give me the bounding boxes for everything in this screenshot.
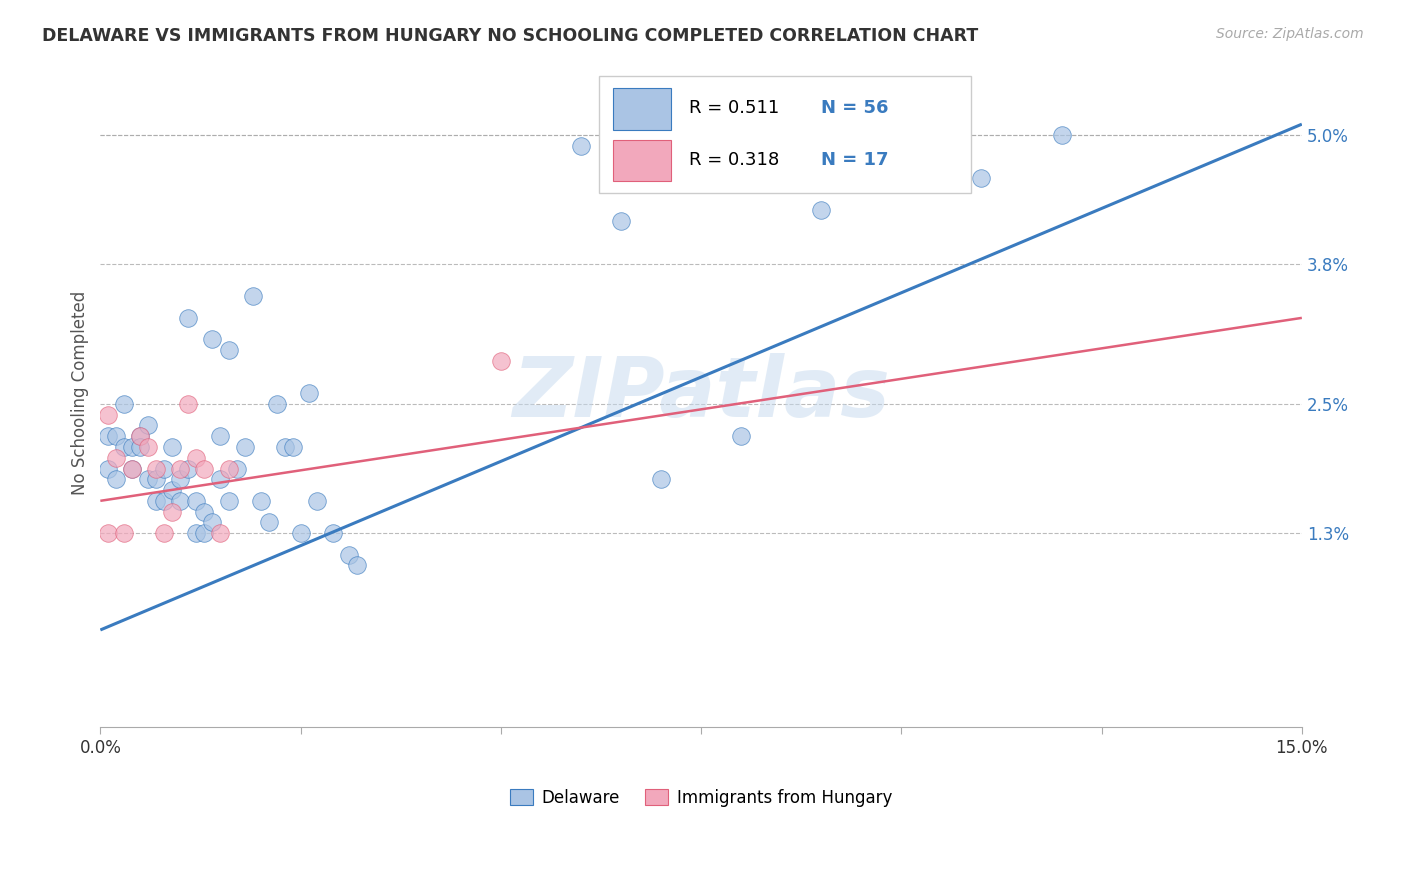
Bar: [613, 88, 671, 129]
Point: [297, 386, 319, 401]
Point: [121, 440, 143, 454]
Point: [305, 493, 328, 508]
Point: [138, 472, 160, 486]
Text: N = 56: N = 56: [821, 99, 889, 118]
Point: [186, 526, 208, 541]
Point: [225, 461, 247, 475]
Point: [162, 483, 184, 497]
Text: ZIPatlas: ZIPatlas: [512, 352, 890, 434]
Point: [218, 493, 240, 508]
Text: Source: ZipAtlas.com: Source: ZipAtlas.com: [1216, 27, 1364, 41]
Point: [209, 526, 232, 541]
Point: [121, 461, 143, 475]
Point: [97, 408, 120, 422]
Point: [145, 472, 167, 486]
Point: [770, 171, 793, 186]
Point: [489, 354, 512, 368]
Point: [266, 397, 288, 411]
Point: [209, 472, 232, 486]
Point: [851, 128, 873, 142]
Point: [153, 461, 176, 475]
FancyBboxPatch shape: [599, 77, 972, 193]
Point: [162, 440, 184, 454]
Point: [105, 472, 128, 486]
Text: R = 0.511: R = 0.511: [689, 99, 779, 118]
Point: [322, 526, 344, 541]
Point: [121, 461, 143, 475]
Bar: [613, 140, 671, 181]
Point: [169, 493, 191, 508]
Point: [162, 505, 184, 519]
Point: [233, 440, 256, 454]
Point: [193, 526, 215, 541]
Point: [97, 461, 120, 475]
Point: [569, 138, 592, 153]
Point: [105, 429, 128, 443]
Point: [177, 310, 200, 325]
Point: [730, 429, 752, 443]
Point: [610, 214, 633, 228]
Point: [290, 526, 312, 541]
Legend: Delaware, Immigrants from Hungary: Delaware, Immigrants from Hungary: [503, 782, 898, 814]
Point: [209, 429, 232, 443]
Point: [97, 526, 120, 541]
Point: [105, 450, 128, 465]
Point: [153, 493, 176, 508]
Point: [145, 461, 167, 475]
Point: [138, 440, 160, 454]
Y-axis label: No Schooling Completed: No Schooling Completed: [72, 291, 89, 495]
Point: [193, 505, 215, 519]
Point: [169, 472, 191, 486]
Point: [112, 397, 135, 411]
Point: [281, 440, 304, 454]
Point: [193, 461, 215, 475]
Point: [242, 289, 264, 303]
Point: [153, 526, 176, 541]
Text: R = 0.318: R = 0.318: [689, 151, 779, 169]
Point: [129, 440, 152, 454]
Point: [810, 203, 832, 218]
Point: [650, 472, 672, 486]
Point: [257, 516, 280, 530]
Point: [129, 429, 152, 443]
Point: [249, 493, 271, 508]
Point: [346, 558, 368, 573]
Point: [337, 548, 360, 562]
Point: [273, 440, 295, 454]
Point: [186, 493, 208, 508]
Point: [145, 493, 167, 508]
Text: N = 17: N = 17: [821, 151, 889, 169]
Point: [1050, 128, 1073, 142]
Point: [129, 429, 152, 443]
Point: [112, 526, 135, 541]
Point: [177, 397, 200, 411]
Point: [186, 450, 208, 465]
Point: [201, 516, 224, 530]
Point: [169, 461, 191, 475]
Point: [177, 461, 200, 475]
Point: [97, 429, 120, 443]
Point: [201, 332, 224, 346]
Point: [112, 440, 135, 454]
Point: [970, 171, 993, 186]
Point: [138, 418, 160, 433]
Text: DELAWARE VS IMMIGRANTS FROM HUNGARY NO SCHOOLING COMPLETED CORRELATION CHART: DELAWARE VS IMMIGRANTS FROM HUNGARY NO S…: [42, 27, 979, 45]
Point: [218, 461, 240, 475]
Point: [218, 343, 240, 358]
Point: [890, 160, 912, 174]
